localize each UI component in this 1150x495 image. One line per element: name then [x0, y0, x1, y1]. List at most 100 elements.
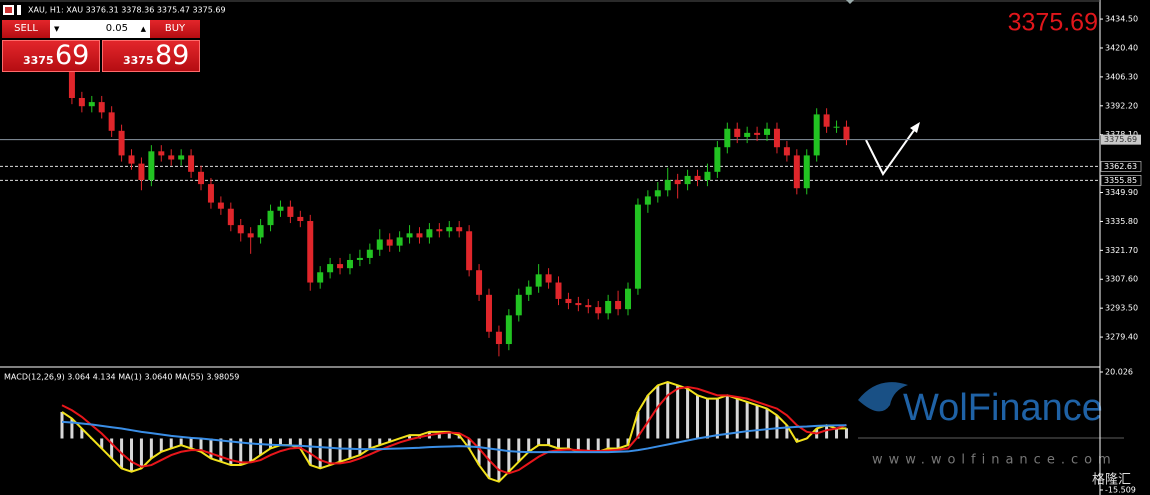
y-tick-label: 3335.80 [1105, 217, 1138, 226]
macd-histogram-bar [566, 438, 570, 449]
lot-down[interactable]: ▼ [54, 25, 60, 33]
macd-histogram-bar [715, 398, 719, 439]
candle-body [327, 264, 334, 273]
watermark-logo-text: 格隆汇 [1092, 472, 1131, 488]
macd-histogram-bar [149, 438, 153, 459]
macd-histogram-bar [676, 385, 680, 439]
scroll-marker [846, 0, 854, 4]
candle-body [188, 155, 195, 172]
sell-button[interactable]: SELL [2, 20, 50, 38]
macd-histogram-bar [646, 395, 650, 439]
candle-body [207, 184, 214, 203]
y-tick-label: 3307.60 [1105, 275, 1138, 284]
macd-histogram-bar [269, 438, 273, 449]
macd-histogram-bar [507, 438, 511, 472]
macd-histogram-bar [765, 408, 769, 439]
candle-body [734, 128, 741, 137]
candle-body [843, 126, 850, 140]
macd-histogram-bar [318, 438, 322, 469]
candle-body [446, 227, 453, 232]
macd-histogram-bar [249, 438, 253, 462]
macd-histogram-bar [696, 395, 700, 439]
candle-body [634, 204, 641, 289]
macd-histogram-bar [288, 438, 292, 446]
macd-histogram-bar [725, 395, 729, 439]
buy-price[interactable]: 3375 89 [102, 40, 200, 72]
macd-histogram-bar [179, 438, 183, 446]
candle-body [704, 171, 711, 181]
macd-histogram-bar [189, 438, 193, 449]
macd-histogram-bar [705, 398, 709, 439]
macd-histogram-bar [547, 438, 551, 446]
chart-icon [17, 5, 21, 15]
macd-histogram-bar [169, 438, 173, 449]
macd-histogram-bar [199, 438, 203, 452]
buy-button[interactable]: BUY [150, 20, 200, 38]
flag-icon-inner [5, 7, 12, 13]
candle-body [307, 221, 314, 283]
macd-histogram-bar [606, 438, 610, 449]
sell-price-prefix: 3375 [23, 54, 54, 67]
macd-histogram-bar [100, 438, 104, 449]
candle-body [595, 307, 602, 314]
candle-body [227, 208, 234, 226]
sell-price[interactable]: 3375 69 [2, 40, 100, 72]
candle-body [386, 239, 393, 246]
candle-body [376, 239, 383, 250]
y-tick-label: 20.026 [1105, 367, 1133, 376]
macd-histogram-bar [636, 411, 640, 439]
candle-body [396, 237, 403, 246]
candle-body [466, 231, 473, 271]
candle-body [456, 227, 463, 232]
candle-body [297, 216, 304, 222]
chart-header: XAU, H1: XAU 3376.31 3378.36 3375.47 337… [28, 6, 226, 15]
candle-body [178, 155, 185, 160]
macd-histogram-bar [278, 438, 282, 446]
candle-body [714, 147, 721, 172]
candle-body [724, 128, 731, 148]
candle-body [654, 190, 661, 197]
macd-histogram-bar [497, 438, 501, 482]
candle-body [118, 130, 125, 156]
macd-histogram-bar [239, 438, 243, 466]
sell-price-digits: 69 [55, 40, 90, 71]
buy-price-prefix: 3375 [123, 54, 154, 67]
macd-histogram-bar [388, 438, 392, 442]
y-tick-label: 3392.20 [1105, 101, 1138, 110]
candle-body [198, 171, 205, 185]
candle-body [337, 264, 344, 269]
candle-body [247, 233, 254, 238]
macd-histogram-bar [110, 438, 114, 459]
level-label: 3355.85 [1104, 176, 1137, 185]
candle-body [128, 155, 135, 164]
macd-histogram-bar [229, 438, 233, 466]
candle-body [148, 151, 155, 181]
lot-up[interactable]: ▲ [140, 25, 146, 33]
candle-body [98, 102, 105, 113]
candle-body [436, 229, 443, 232]
macd-histogram-bar [745, 401, 749, 439]
candle-body [783, 147, 790, 156]
macd-histogram-bar [60, 411, 64, 439]
y-tick-label: 3420.40 [1105, 43, 1138, 52]
macd-histogram-bar [338, 438, 342, 462]
candle-body [346, 259, 353, 269]
annotation-arrowhead [910, 122, 920, 133]
candle-body [525, 286, 532, 295]
candle-body [158, 151, 165, 156]
level-label-box [1100, 161, 1142, 172]
macd-histogram-bar [447, 431, 451, 439]
macd-histogram-bar [844, 428, 848, 439]
candle-body [257, 225, 264, 238]
macd-histogram-bar [308, 438, 312, 466]
lot-input[interactable]: ▼ 0.05 ▲ [50, 20, 150, 38]
candle-body [555, 282, 562, 299]
macd-histogram-bar [130, 438, 134, 472]
candle-body [108, 112, 115, 131]
candle-body [803, 155, 810, 189]
macd-histogram-bar [219, 438, 223, 462]
macd-histogram-bar [666, 382, 670, 439]
macd-histogram-bar [576, 438, 580, 452]
y-tick-label: 3349.90 [1105, 188, 1138, 197]
macd-histogram-bar [586, 438, 590, 452]
